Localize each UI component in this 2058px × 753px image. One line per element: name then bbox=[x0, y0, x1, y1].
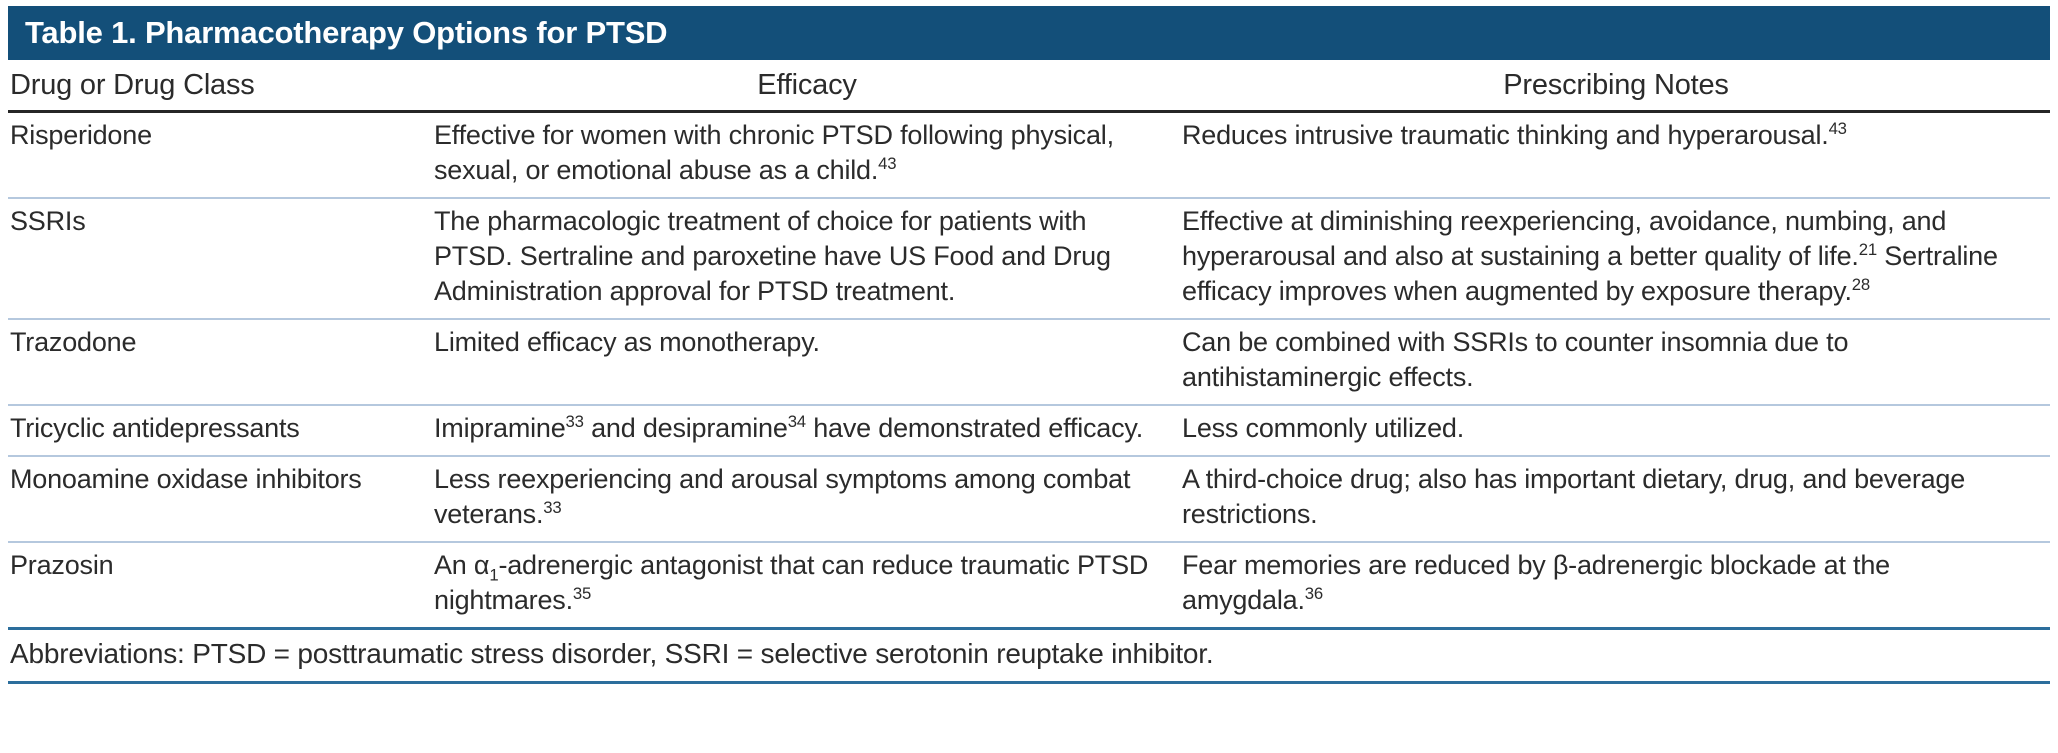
table-header-row: Drug or Drug Class Efficacy Prescribing … bbox=[8, 60, 2050, 113]
prescribing-notes-cell: Effective at diminishing reexperiencing,… bbox=[1182, 206, 1998, 306]
efficacy-cell: An α1-adrenergic antagonist that can red… bbox=[434, 550, 1149, 615]
efficacy-cell: Effective for women with chronic PTSD fo… bbox=[434, 120, 1114, 185]
column-header-drug: Drug or Drug Class bbox=[10, 69, 255, 101]
column-header-efficacy: Efficacy bbox=[757, 69, 857, 101]
efficacy-cell: The pharmacologic treatment of choice fo… bbox=[434, 206, 1111, 306]
prescribing-notes-cell: Less commonly utilized. bbox=[1182, 413, 1465, 443]
efficacy-cell: Limited efficacy as monotherapy. bbox=[434, 327, 820, 357]
table-row-tricyclic-antidepressants: Tricyclic antidepressants Imipramine33 a… bbox=[8, 404, 2050, 455]
table-row-monoamine-oxidase-inhibitors: Monoamine oxidase inhibitors Less reexpe… bbox=[8, 455, 2050, 541]
prescribing-notes-cell: A third-choice drug; also has important … bbox=[1182, 464, 1966, 529]
drug-name: SSRIs bbox=[10, 206, 86, 236]
drug-name: Monoamine oxidase inhibitors bbox=[10, 464, 362, 494]
drug-name: Tricyclic antidepressants bbox=[10, 413, 300, 443]
drug-name: Prazosin bbox=[10, 550, 114, 580]
table-row-ssris: SSRIs The pharmacologic treatment of cho… bbox=[8, 197, 2050, 318]
drug-name: Trazodone bbox=[10, 327, 137, 357]
abbreviations-note: Abbreviations: PTSD = posttraumatic stre… bbox=[8, 627, 2050, 684]
table-row-prazosin: Prazosin An α1-adrenergic antagonist tha… bbox=[8, 541, 2050, 627]
efficacy-cell: Less reexperiencing and arousal symptoms… bbox=[434, 464, 1131, 529]
efficacy-cell: Imipramine33 and desipramine34 have demo… bbox=[434, 412, 1144, 443]
table-body: Risperidone Effective for women with chr… bbox=[8, 113, 2050, 627]
prescribing-notes-cell: Can be combined with SSRIs to counter in… bbox=[1182, 327, 1849, 392]
table-row-risperidone: Risperidone Effective for women with chr… bbox=[8, 113, 2050, 197]
table-row-trazodone: Trazodone Limited efficacy as monotherap… bbox=[8, 318, 2050, 404]
prescribing-notes-cell: Reduces intrusive traumatic thinking and… bbox=[1182, 119, 1847, 150]
column-header-prescribing-notes: Prescribing Notes bbox=[1503, 69, 1729, 101]
table-title-bar: Table 1. Pharmacotherapy Options for PTS… bbox=[8, 6, 2050, 60]
table-title: Table 1. Pharmacotherapy Options for PTS… bbox=[25, 15, 668, 50]
prescribing-notes-cell: Fear memories are reduced by β-adrenergi… bbox=[1182, 550, 1890, 615]
pharmacotherapy-table: Table 1. Pharmacotherapy Options for PTS… bbox=[8, 6, 2050, 684]
drug-name: Risperidone bbox=[10, 120, 152, 150]
